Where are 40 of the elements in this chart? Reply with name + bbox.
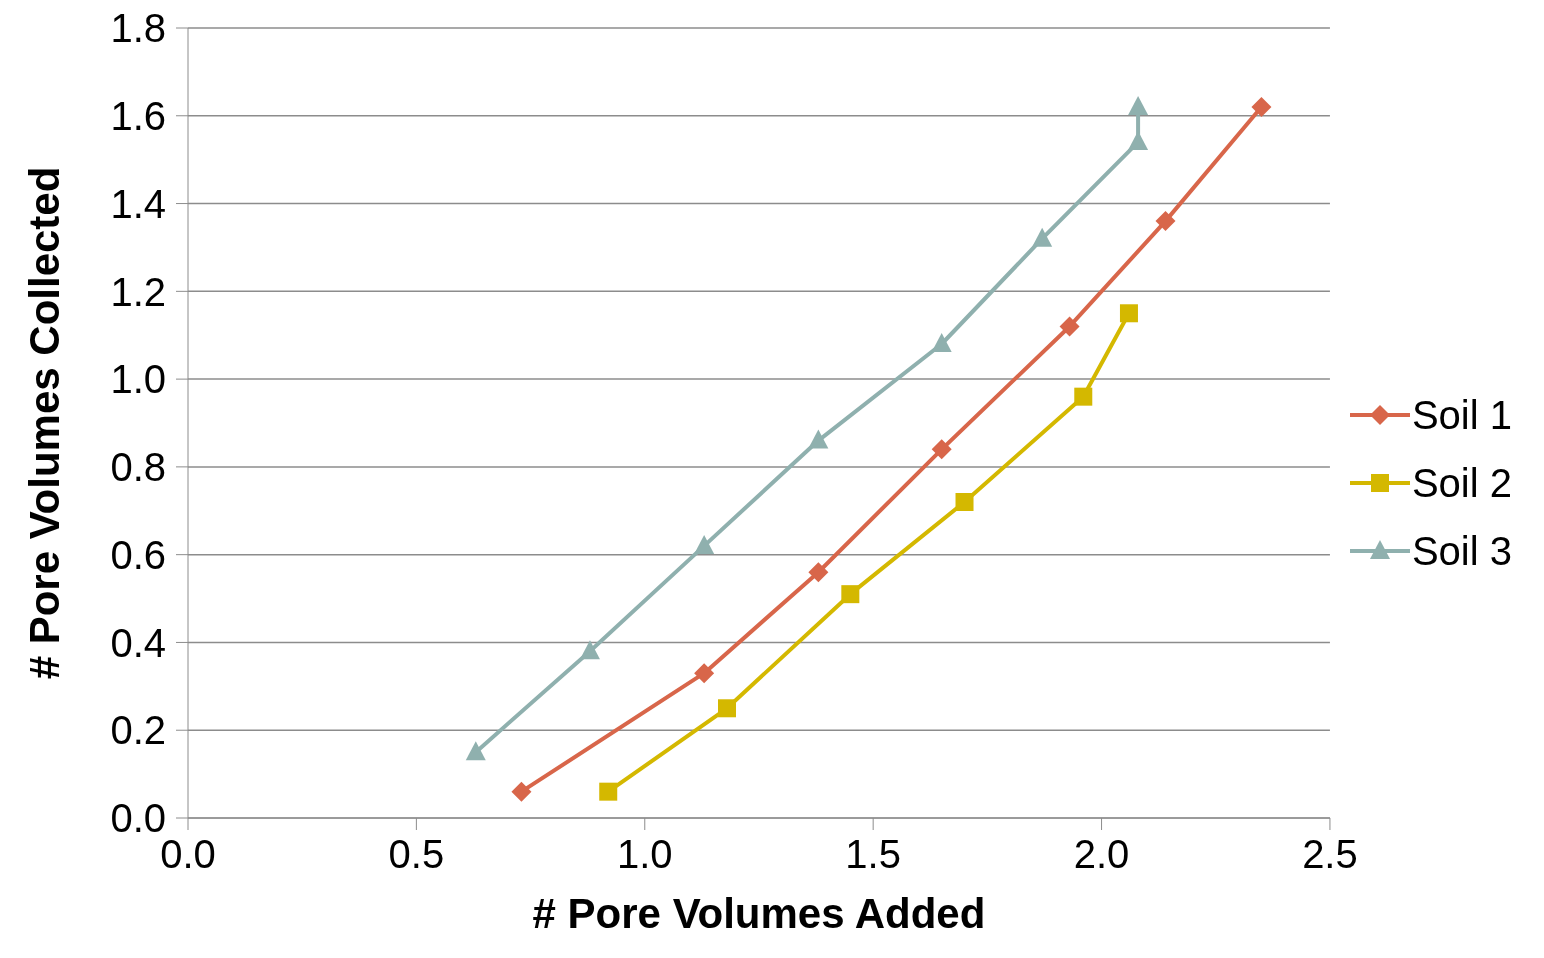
point <box>1119 304 1138 323</box>
point <box>1059 316 1080 337</box>
point <box>1128 131 1149 151</box>
y-tick-label: 0.2 <box>110 708 166 753</box>
y-tick-label: 1.2 <box>110 269 166 314</box>
point <box>955 493 974 511</box>
point <box>511 781 532 802</box>
point <box>1074 387 1093 406</box>
point <box>1155 211 1176 232</box>
point <box>808 429 829 449</box>
x-tick-label: 2.5 <box>1302 832 1358 877</box>
point <box>579 640 600 660</box>
y-tick-label: 1.8 <box>110 6 166 51</box>
legend-label: Soil 2 <box>1411 460 1512 506</box>
x-tick-label: 1.0 <box>616 832 673 877</box>
y-tick-label: 0.8 <box>110 445 166 490</box>
point <box>465 741 486 761</box>
point <box>1251 97 1272 117</box>
point <box>1032 227 1053 247</box>
point <box>718 699 736 718</box>
point <box>808 562 829 583</box>
point <box>599 782 618 801</box>
y-axis-title: # Pore Volumes Collected <box>20 166 68 680</box>
x-tick-label: 2.0 <box>1073 832 1130 877</box>
point <box>1128 96 1149 115</box>
x-tick-label: 1.5 <box>845 832 901 877</box>
y-tick-label: 1.4 <box>110 181 166 226</box>
point <box>841 585 860 604</box>
y-tick-label: 0.4 <box>110 620 166 665</box>
point <box>694 663 715 684</box>
legend-label: Soil 1 <box>1411 392 1512 438</box>
x-axis-title: # Pore Volumes Added <box>532 890 986 937</box>
point <box>931 333 952 352</box>
legend-label: Soil 3 <box>1411 528 1512 574</box>
y-tick-label: 0.6 <box>110 532 166 577</box>
x-tick-label: 0.5 <box>388 832 445 877</box>
point <box>931 439 952 460</box>
y-tick-label: 1.6 <box>110 93 166 138</box>
point <box>694 534 715 554</box>
y-tick-label: 1.0 <box>110 357 166 402</box>
